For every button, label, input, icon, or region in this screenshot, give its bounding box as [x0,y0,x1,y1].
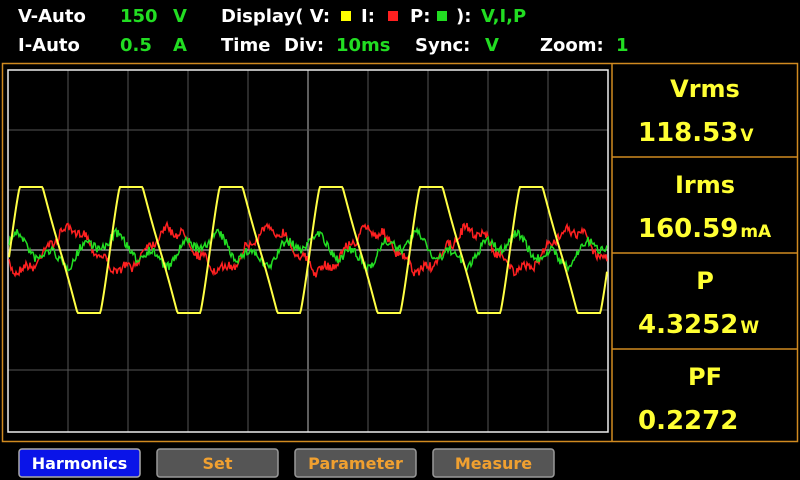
scope-border [7,69,609,433]
button[interactable]: Measure [432,448,555,478]
div-label: Div: [284,35,324,56]
reading-value-line: 160.59 mA [638,214,772,244]
i-range-unit: A [173,35,187,56]
sync-label: Sync: [415,35,470,56]
button-label[interactable]: Measure [455,454,532,473]
button-body[interactable] [432,448,555,478]
button-label[interactable]: Parameter [308,454,403,473]
button-bar: Harmonics Set Parameter Measure [18,448,555,478]
v-range-unit: V [173,6,187,27]
sync-value: V [485,35,499,56]
button[interactable]: Parameter [294,448,417,478]
v-color-swatch [341,11,351,21]
reading-name: PF [688,363,722,391]
reading-value-line: 118.53 V [638,118,754,148]
i-range-label: I-Auto [18,35,80,56]
reading-value: 4.3252 [638,310,738,340]
button[interactable]: Set [156,448,279,478]
trace-power [8,226,608,273]
reading-unit: V [740,126,754,146]
v-range-value: 150 [120,6,158,27]
reading-name: Irms [675,171,735,199]
display-i-label: I: [361,6,375,27]
readings-panel: Vrms 118.53 V Irms 160.59 mA P 4.3252 W PF 0.2272 [638,75,772,436]
reading-value: 160.59 [638,214,738,244]
button[interactable]: Harmonics [18,448,141,478]
scope [7,69,609,433]
button-body[interactable] [294,448,417,478]
reading-name: P [696,267,714,295]
reading-name: Vrms [670,75,740,103]
reading-value-line: 4.3252 W [638,310,759,340]
time-div-value: 10ms [336,35,391,56]
display-label: Display( V: [221,6,330,27]
button-body[interactable] [156,448,279,478]
reading-value: 0.2272 [638,406,738,436]
time-label: Time [221,35,270,56]
display-value: V,I,P [481,6,526,27]
v-range-label: V-Auto [18,6,86,27]
button-label[interactable]: Harmonics [32,454,128,473]
reading-value: 118.53 [638,118,738,148]
button-label[interactable]: Set [202,454,232,473]
p-color-swatch [437,11,447,21]
reading-value-line: 0.2272 [638,406,738,436]
zoom-label: Zoom: [540,35,604,56]
display-p-label: P: [410,6,430,27]
display-close: ): [456,6,471,27]
reading-unit: mA [740,222,772,242]
i-color-swatch [388,11,398,21]
i-range-value: 0.5 [120,35,152,56]
reading-unit: W [740,318,759,338]
button-body[interactable] [18,448,141,478]
trace-voltage [8,186,608,314]
zoom-value: 1 [616,35,629,56]
